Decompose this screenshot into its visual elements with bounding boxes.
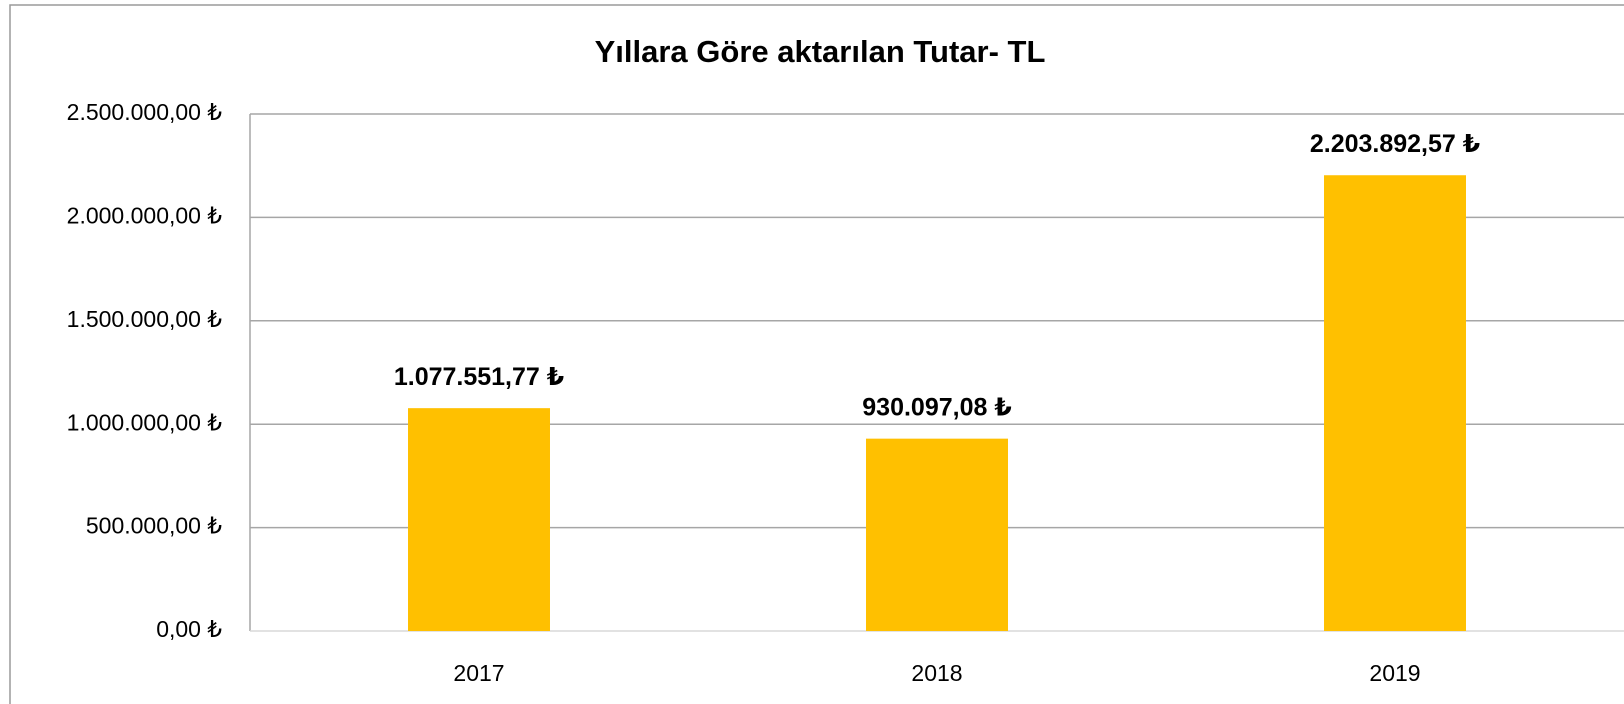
chart-border [9, 4, 1624, 704]
bar [408, 408, 550, 631]
y-tick-label: 2.000.000,00 ₺ [67, 202, 223, 228]
y-tick-label: 500.000,00 ₺ [86, 513, 223, 539]
y-tick-label: 2.500.000,00 ₺ [67, 99, 223, 125]
bar [866, 438, 1008, 631]
data-label: 2.203.892,57 ₺ [1310, 130, 1480, 158]
bar [1324, 175, 1466, 631]
y-tick-label: 0,00 ₺ [156, 616, 222, 642]
x-tick-label: 2018 [911, 660, 962, 686]
y-tick-label: 1.000.000,00 ₺ [67, 409, 223, 435]
data-label: 1.077.551,77 ₺ [394, 363, 564, 391]
data-label: 930.097,08 ₺ [862, 393, 1011, 421]
x-tick-label: 2019 [1369, 660, 1420, 686]
x-tick-label: 2017 [453, 660, 504, 686]
y-tick-label: 1.500.000,00 ₺ [67, 306, 223, 332]
chart-title: Yıllara Göre aktarılan Tutar- TL [595, 34, 1046, 69]
